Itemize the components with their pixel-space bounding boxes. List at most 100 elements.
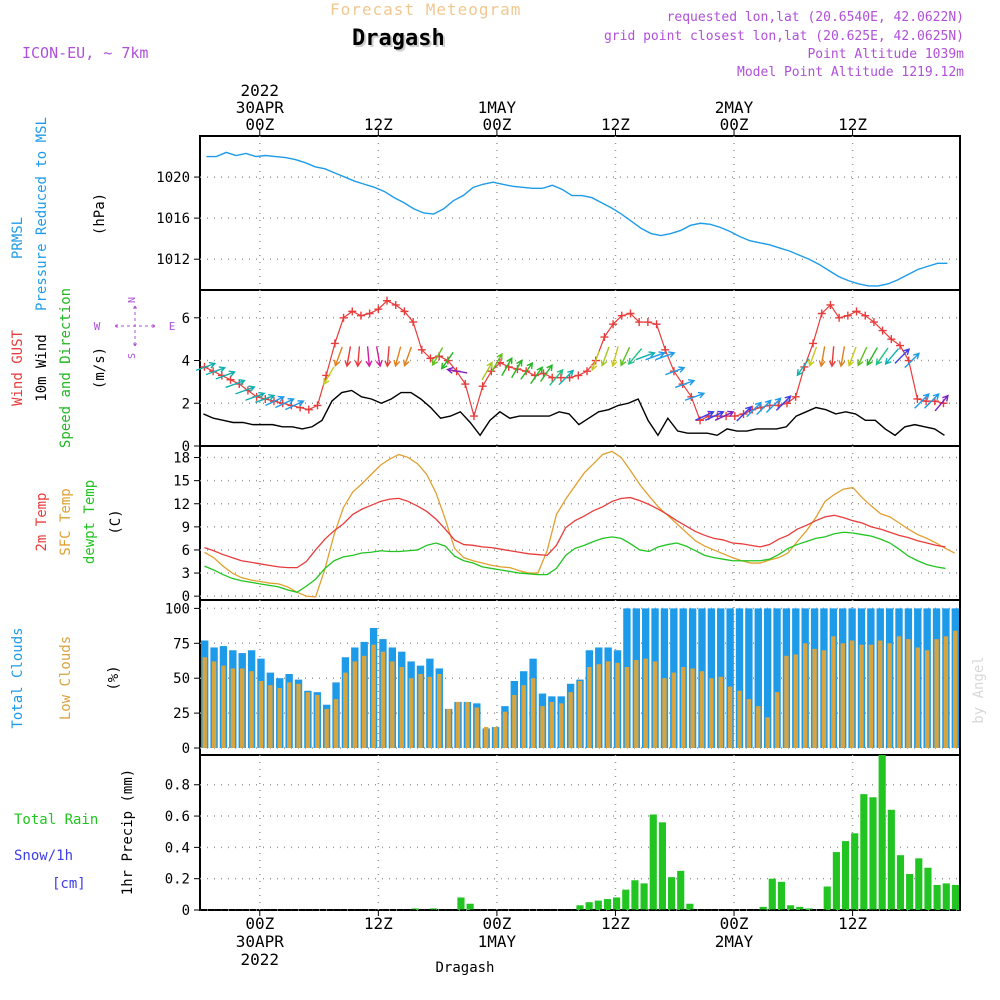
low-cloud-bar [887, 643, 892, 749]
low-cloud-bar [380, 651, 386, 749]
gust-marker [226, 375, 235, 384]
gust-marker [913, 394, 922, 403]
y-tick-label-precip: 0.6 [165, 809, 190, 825]
low-cloud-bar [502, 711, 508, 749]
rain-bar [777, 881, 786, 910]
rain-bar [594, 900, 602, 910]
time-label-bottom: 00Z [720, 914, 749, 933]
low-cloud-bar [437, 674, 442, 749]
low-cloud-bar [568, 692, 573, 749]
rain-bar [878, 755, 886, 910]
time-label-top: 1MAY [478, 98, 517, 117]
gust-marker [869, 318, 878, 327]
wind-direction-arrow [265, 395, 285, 406]
y-tick-label-temp: 15 [173, 474, 190, 490]
low-cloud-bar [699, 671, 705, 749]
rain-bar [466, 903, 474, 910]
low-cloud-bar [211, 661, 217, 749]
low-cloud-bar [202, 657, 207, 749]
gust-marker [809, 339, 818, 348]
low-cloud-bar [624, 667, 630, 749]
wind-direction-arrow [590, 350, 600, 372]
wind-direction-arrow [275, 397, 295, 409]
wind-direction-arrow [838, 346, 846, 368]
y-tick-label-pressure: 1016 [156, 211, 190, 227]
rain-bar [924, 867, 932, 910]
rain-bar [457, 897, 465, 910]
low-cloud-bar [352, 661, 358, 749]
wind-direction-arrow [924, 393, 940, 409]
gust-marker [339, 313, 348, 322]
dewpt-temp-label: dewpt Temp [82, 480, 98, 564]
gust-marker [922, 397, 931, 406]
y-tick-label-pressure: 1012 [156, 252, 190, 268]
y-tick-label-temp: 12 [173, 497, 190, 513]
y-tick-label-precip: 0 [182, 903, 190, 919]
low-cloud-bar [605, 661, 611, 749]
wind-direction-arrow [796, 358, 810, 377]
wind-direction-arrow [481, 361, 493, 381]
gust-marker [730, 412, 739, 421]
wind-direction-arrow [627, 348, 643, 366]
wind-direction-arrow [530, 366, 543, 385]
time-label-bottom: 00Z [482, 914, 511, 933]
gust-marker [609, 320, 618, 329]
low-cloud-bar [802, 643, 808, 749]
wind-direction-arrow [354, 346, 362, 368]
y-tick-label-wind: 2 [182, 396, 190, 412]
rain-bar [613, 897, 621, 910]
gust-marker [878, 326, 887, 335]
panel-frame-wind [199, 289, 961, 447]
low-cloud-bar [559, 703, 564, 749]
total-cloud-bar [754, 608, 762, 749]
total-rain-label: Total Rain [14, 812, 98, 828]
low-cloud-bar [427, 676, 433, 749]
low-cloud-bar [343, 672, 348, 749]
compass-n: N [127, 297, 138, 303]
sfc-temp-label: SFC Temp [58, 488, 74, 555]
sfc-temp-line [204, 450, 956, 598]
low-cloud-bar [540, 706, 545, 749]
low-cloud-bar [727, 686, 733, 749]
gust-marker [791, 392, 800, 401]
wind-direction-arrow [655, 351, 676, 361]
y-tick-label-clouds: 75 [173, 636, 190, 652]
snow-label: Snow/1h [14, 848, 73, 864]
gust-marker [469, 412, 478, 421]
low-cloud-bar [756, 706, 761, 749]
rain-bar [942, 883, 950, 910]
low-cloud-bar [709, 678, 714, 749]
gust-marker [304, 405, 313, 414]
gust-marker [426, 354, 435, 363]
wind-direction-arrow [674, 379, 696, 389]
rain-bar [787, 905, 795, 910]
low-cloud-bar [831, 636, 836, 749]
low-cloud-bar [615, 662, 620, 749]
gust-marker [643, 318, 652, 327]
rain-bar [411, 908, 419, 910]
low-cloud-bar [296, 683, 301, 749]
gust-marker [330, 339, 339, 348]
rain-bar [823, 886, 831, 910]
wind-direction-arrow [225, 379, 246, 389]
wind-direction-arrow [235, 385, 256, 395]
low-cloud-bar [896, 636, 902, 749]
panel-frame-temp [199, 445, 961, 601]
low-cloud-bar [408, 678, 414, 749]
time-label-bottom: 12Z [601, 914, 630, 933]
panel-frame-pressure [199, 135, 961, 291]
low-cloud-bar [390, 661, 395, 749]
low-cloud-bar [399, 667, 404, 749]
wind-direction-arrow [402, 346, 413, 368]
wind-speed-label: 10m Wind [34, 334, 50, 401]
low-cloud-bar [305, 692, 311, 749]
low-cloud-bar [821, 650, 827, 749]
gust-marker [626, 309, 635, 318]
low-cloud-bar [718, 676, 723, 749]
rain-bar [915, 858, 923, 910]
wind-direction-arrow [393, 346, 402, 368]
rain-bar [640, 883, 648, 910]
low-cloud-bar [681, 667, 686, 749]
gust-line [204, 299, 944, 422]
low-cloud-bar [549, 701, 555, 749]
